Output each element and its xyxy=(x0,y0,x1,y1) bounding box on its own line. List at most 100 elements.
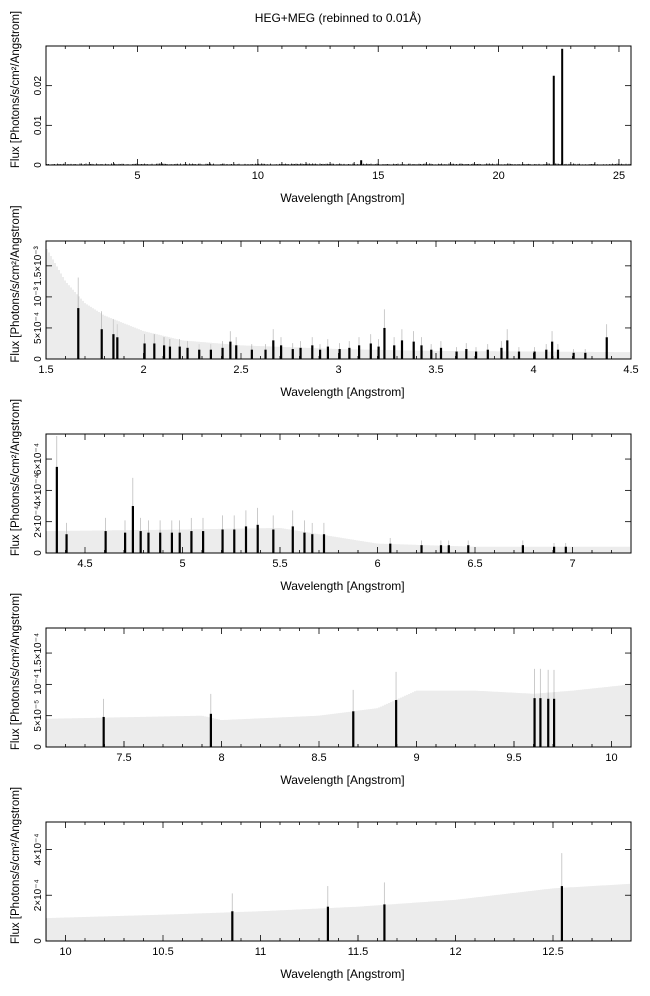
y-axis-label: Flux [Photons/s/cm²/Angstrom] xyxy=(10,205,22,362)
data-bar xyxy=(506,340,509,359)
data-bar xyxy=(420,545,423,553)
data-bar xyxy=(352,711,355,747)
y-axis-label: Flux [Photons/s/cm²/Angstrom] xyxy=(10,11,22,168)
x-tick-label: 4 xyxy=(530,364,536,376)
data-bar xyxy=(561,48,564,165)
data-bar xyxy=(244,526,248,553)
y-tick-label: 0 xyxy=(33,162,44,168)
data-bar xyxy=(322,534,326,553)
y-tick-label: 10⁻⁴ xyxy=(33,674,44,695)
x-axis-label: Wavelength [Angstrom] xyxy=(280,191,404,205)
y-tick-label: 1.5×10⁻⁴ xyxy=(33,633,44,673)
x-axis-label: Wavelength [Angstrom] xyxy=(280,773,404,787)
x-tick-label: 11 xyxy=(255,946,266,958)
x-tick-label: 2.5 xyxy=(233,364,248,376)
data-bar xyxy=(348,347,351,359)
data-bar xyxy=(517,351,521,359)
data-bar xyxy=(412,341,415,359)
y-tick-label: 2×10⁻⁴ xyxy=(33,879,44,911)
y-axis-label: Flux [Photons/s/cm²/Angstrom] xyxy=(10,593,22,750)
data-bar xyxy=(143,343,146,359)
x-tick-label: 3.5 xyxy=(428,364,443,376)
x-tick-label: 4.5 xyxy=(77,558,92,570)
data-bar xyxy=(77,308,80,359)
x-tick-label: 5 xyxy=(134,170,140,182)
data-bar xyxy=(102,716,105,747)
data-bar xyxy=(564,546,567,553)
data-bar xyxy=(369,343,372,359)
y-tick-label: 5×10⁻⁵ xyxy=(33,700,44,732)
x-axis-label: Wavelength [Angstrom] xyxy=(280,967,404,981)
data-bar xyxy=(553,546,556,553)
data-bar xyxy=(326,346,329,359)
data-bar xyxy=(430,349,433,359)
data-bar xyxy=(190,531,193,553)
data-bar xyxy=(229,341,232,359)
y-tick-label: 0.01 xyxy=(33,115,44,135)
data-bar xyxy=(272,529,275,553)
data-bar xyxy=(521,545,524,553)
x-tick-label: 20 xyxy=(492,170,504,182)
data-bar xyxy=(299,347,302,359)
data-bar xyxy=(55,466,58,553)
data-bar xyxy=(112,334,115,359)
data-bar xyxy=(291,349,294,359)
data-bar xyxy=(338,349,341,359)
panel-5: 10 10.5 11 11.5 12 12.5 0 2×10⁻⁴ 4×10⁻⁴ Wavelengt… xyxy=(10,787,632,981)
data-bar xyxy=(124,532,127,553)
data-bar xyxy=(383,904,386,941)
data-bar xyxy=(533,351,536,359)
data-bar xyxy=(439,545,443,553)
data-bar xyxy=(202,531,205,553)
y-tick-label: 6×10⁻⁴ xyxy=(33,443,44,475)
data-bar xyxy=(209,713,212,747)
data-bar xyxy=(186,347,189,359)
data-bar xyxy=(389,543,392,553)
y-tick-label: 0 xyxy=(33,550,44,556)
data-bar xyxy=(545,349,548,359)
x-tick-label: 8 xyxy=(218,752,224,764)
data-bar xyxy=(400,340,404,359)
figure-title: HEG+MEG (rebinned to 0.01Å) xyxy=(255,10,421,25)
x-tick-label: 9.5 xyxy=(506,752,521,764)
data-bar xyxy=(104,531,107,553)
data-bar xyxy=(358,345,361,359)
x-axis-label: Wavelength [Angstrom] xyxy=(280,579,404,593)
data-bar xyxy=(303,532,306,553)
data-bar xyxy=(572,352,575,359)
data-bar xyxy=(539,698,542,747)
x-tick-label: 11.5 xyxy=(348,946,369,958)
x-tick-label: 2 xyxy=(140,364,146,376)
x-tick-label: 10 xyxy=(59,946,71,958)
x-tick-label: 8.5 xyxy=(311,752,326,764)
y-tick-label: 1.5×10⁻³ xyxy=(33,245,44,285)
data-bar xyxy=(65,534,68,553)
data-bar xyxy=(584,352,587,359)
x-tick-label: 6 xyxy=(374,558,380,570)
y-tick-label: 0 xyxy=(33,356,44,362)
x-tick-label: 9 xyxy=(413,752,419,764)
data-bar xyxy=(153,343,156,359)
data-bar xyxy=(231,911,234,941)
data-bar xyxy=(560,886,563,941)
data-bar xyxy=(139,531,142,553)
y-tick-label: 4×10⁻⁴ xyxy=(33,474,44,506)
y-tick-label: 0 xyxy=(33,938,44,944)
y-tick-label: 10⁻³ xyxy=(33,286,44,306)
data-bar xyxy=(147,532,150,553)
data-bar xyxy=(235,345,238,359)
y-tick-label: 5×10⁻⁴ xyxy=(33,312,44,344)
data-bar xyxy=(170,532,173,553)
data-bar xyxy=(116,337,119,359)
data-bar xyxy=(233,529,236,553)
data-bar xyxy=(198,349,201,359)
data-bar xyxy=(439,347,443,359)
y-tick-label: 0.02 xyxy=(33,75,44,95)
data-bar xyxy=(264,349,267,359)
data-bar xyxy=(553,698,556,747)
x-tick-label: 7.5 xyxy=(116,752,131,764)
panel-3: 4.5 5 5.5 6 6.5 7 0 2×10⁻⁴4×10⁻⁴6×10⁻⁴ Wavelengt… xyxy=(10,399,632,593)
data-bar xyxy=(163,345,166,359)
y-tick-label: 2×10⁻⁴ xyxy=(33,506,44,538)
